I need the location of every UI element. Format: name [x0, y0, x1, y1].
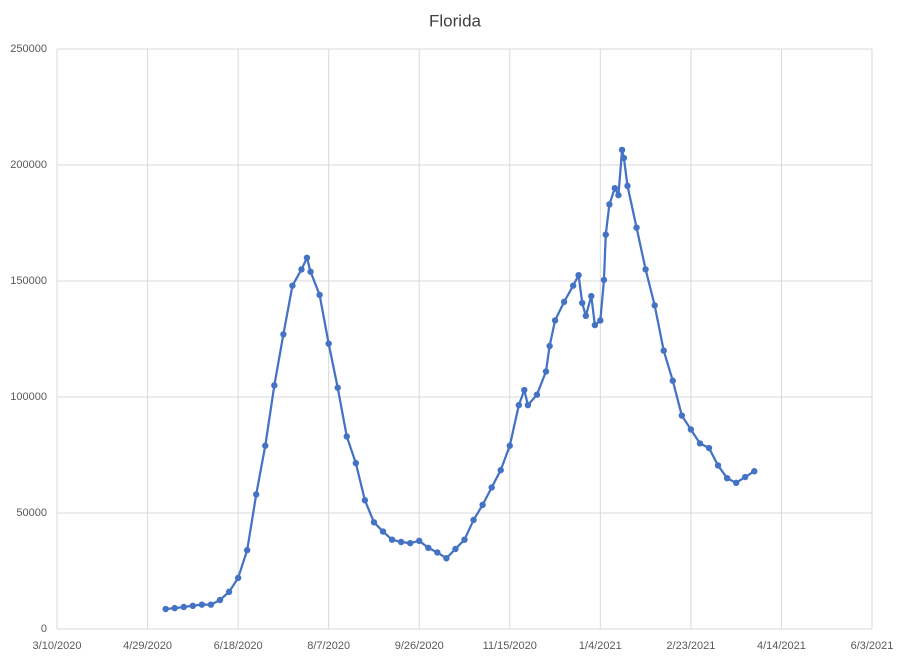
data-point: [253, 491, 260, 498]
data-point: [624, 182, 631, 190]
data-point: [343, 433, 350, 440]
data-point: [198, 601, 206, 608]
x-tick-label: 8/7/2020: [307, 640, 350, 652]
data-point: [714, 462, 722, 469]
data-point: [723, 475, 731, 482]
data-point: [397, 538, 405, 546]
data-point: [379, 528, 387, 535]
data-point: [180, 603, 187, 611]
y-tick-label: 0: [41, 623, 47, 635]
data-point: [669, 377, 676, 384]
data-point: [651, 302, 658, 309]
data-point: [262, 442, 269, 449]
x-tick-label: 2/23/2021: [666, 640, 715, 652]
data-point: [289, 282, 296, 289]
data-point: [660, 347, 667, 354]
data-point: [533, 391, 541, 398]
data-point: [620, 154, 628, 162]
data-point: [591, 321, 599, 329]
data-point: [162, 605, 169, 613]
data-point: [352, 459, 360, 467]
data-point: [600, 276, 608, 284]
data-point: [521, 386, 528, 394]
y-tick-label: 50000: [16, 507, 47, 519]
data-point: [569, 282, 577, 289]
y-tick-label: 150000: [10, 275, 47, 287]
data-point: [606, 201, 613, 208]
x-tick-label: 9/26/2020: [395, 640, 444, 652]
series-line: [165, 148, 755, 611]
data-point: [479, 501, 486, 509]
data-point: [280, 331, 287, 338]
data-point: [678, 412, 686, 419]
data-point: [443, 555, 450, 562]
data-point: [687, 426, 695, 433]
data-point: [243, 546, 251, 554]
data-point: [611, 185, 619, 192]
data-point: [497, 466, 504, 474]
data-point: [551, 317, 559, 324]
data-point: [696, 440, 704, 447]
data-point: [546, 342, 553, 350]
data-point: [524, 401, 532, 409]
x-tick-label: 6/18/2020: [214, 640, 263, 652]
data-point: [488, 484, 495, 491]
data-point: [234, 574, 242, 582]
data-point: [705, 444, 713, 452]
data-point: [633, 224, 640, 231]
data-point: [506, 442, 513, 449]
data-point: [461, 536, 468, 543]
data-point: [271, 382, 278, 389]
data-point: [452, 545, 459, 553]
data-point: [575, 272, 582, 279]
data-point: [334, 384, 341, 391]
data-point: [303, 254, 311, 261]
data-point: [325, 340, 332, 347]
x-tick-label: 11/15/2020: [483, 640, 537, 652]
data-point: [207, 601, 215, 608]
data-point: [618, 146, 626, 154]
data-point: [370, 519, 378, 526]
data-point: [615, 191, 622, 199]
data-point: [361, 497, 369, 504]
data-point: [225, 588, 233, 596]
data-point: [597, 317, 604, 324]
data-point: [416, 537, 423, 545]
data-point: [751, 468, 758, 475]
data-point: [171, 604, 178, 612]
data-point: [515, 401, 523, 409]
data-point: [582, 312, 590, 319]
x-tick-label: 3/10/2020: [33, 640, 82, 652]
data-point: [298, 266, 305, 273]
chart-title: Florida: [429, 11, 482, 30]
data-point: [316, 291, 323, 299]
y-tick-label: 200000: [10, 159, 47, 171]
data-point: [425, 544, 432, 551]
x-tick-label: 4/14/2021: [757, 640, 806, 652]
data-point: [216, 596, 224, 604]
x-tick-label: 4/29/2020: [123, 640, 172, 652]
data-point: [602, 231, 609, 238]
x-tick-label: 6/3/2021: [851, 640, 894, 652]
data-point: [189, 602, 197, 609]
data-point: [434, 549, 441, 556]
data-point: [470, 516, 477, 524]
data-point: [579, 299, 586, 307]
x-tick-label: 1/4/2021: [579, 640, 622, 652]
data-point: [307, 268, 314, 275]
y-tick-label: 250000: [10, 43, 47, 55]
y-tick-label: 100000: [10, 391, 47, 403]
data-point: [406, 539, 414, 547]
data-point: [588, 292, 595, 300]
data-point: [642, 266, 649, 273]
data-point: [388, 536, 396, 543]
data-point: [542, 368, 550, 375]
data-point: [560, 298, 568, 306]
data-point: [742, 473, 749, 481]
data-point: [732, 479, 740, 487]
